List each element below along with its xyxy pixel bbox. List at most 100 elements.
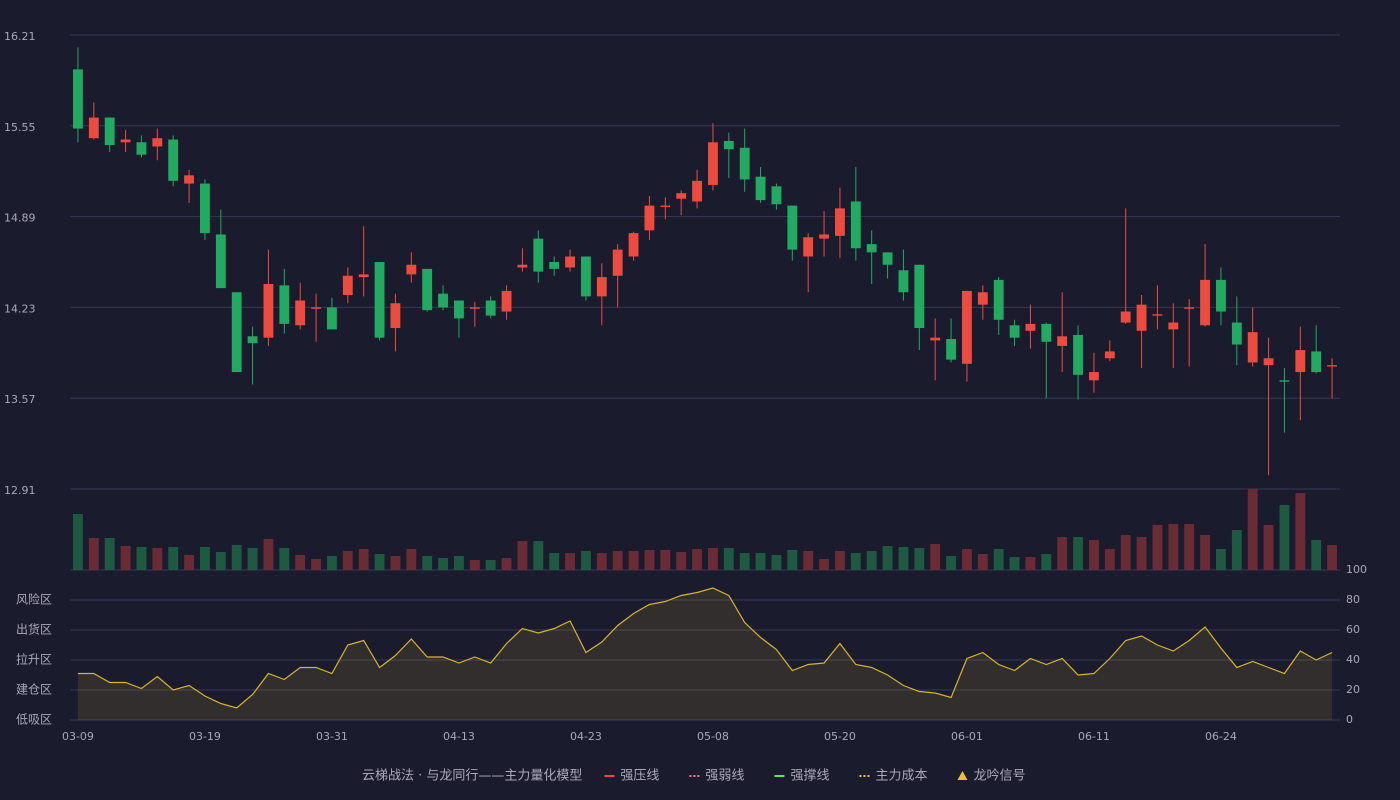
candle-body xyxy=(533,238,544,272)
volume-bar xyxy=(866,551,877,570)
candle-body xyxy=(501,290,512,312)
candle-body xyxy=(390,303,401,329)
candle-body xyxy=(946,339,956,360)
candle-body xyxy=(374,262,385,338)
volume-bar xyxy=(787,550,798,570)
volume-bar xyxy=(898,547,909,570)
x-tick-label: 04-13 xyxy=(443,730,475,743)
volume-bar xyxy=(1279,505,1290,570)
legend: 云梯战法 · 与龙同行——主力量化模型 强压线 强弱线 强撑线 主力成本 龙吟信号 xyxy=(362,768,1025,784)
candle-body xyxy=(549,262,560,269)
candle-body xyxy=(454,300,464,319)
zone-label: 建仓区 xyxy=(16,683,52,697)
volume-bar xyxy=(850,553,861,570)
zone-label: 出货区 xyxy=(16,622,52,637)
x-tick-label: 06-01 xyxy=(951,730,983,743)
candle-body xyxy=(676,193,687,199)
candle-body xyxy=(327,307,337,330)
candle-body xyxy=(1041,323,1052,342)
candle-body xyxy=(835,208,845,236)
volume-bar xyxy=(739,553,750,570)
candle-body xyxy=(882,252,893,265)
candle-body xyxy=(1295,350,1306,373)
volume-bar xyxy=(1009,557,1020,570)
volume-bar xyxy=(1104,549,1115,570)
legend-title: 云梯战法 · 与龙同行——主力量化模型 xyxy=(362,769,582,784)
candle-body xyxy=(263,284,274,338)
y-tick-label: 16.21 xyxy=(4,30,36,43)
candle-body xyxy=(692,180,702,202)
y2-tick-label: 80 xyxy=(1346,593,1360,606)
legend-label: 强弱线 xyxy=(705,769,744,784)
volume-bar xyxy=(73,514,83,570)
candle-body xyxy=(1073,334,1083,375)
y2-tick-label: 100 xyxy=(1346,563,1367,576)
volume-bar xyxy=(200,547,210,570)
candle-body xyxy=(565,256,575,268)
candle-body xyxy=(517,264,528,268)
x-tick-label: 06-24 xyxy=(1205,730,1237,743)
volume-bar xyxy=(1200,535,1210,570)
volume-bar xyxy=(723,548,734,570)
volume-bar xyxy=(517,541,528,570)
volume-bar xyxy=(1327,545,1337,570)
x-tick-label: 05-08 xyxy=(697,730,729,743)
candle-body xyxy=(993,279,1004,320)
volume-bar xyxy=(120,546,131,570)
candle-body xyxy=(755,176,766,201)
volume-bar xyxy=(549,553,560,570)
candle-body xyxy=(739,147,750,180)
x-tick-label: 06-11 xyxy=(1078,730,1110,743)
y2-tick-label: 60 xyxy=(1346,623,1360,636)
candle-body xyxy=(1025,323,1036,331)
volume-bar xyxy=(327,556,337,570)
candle-body xyxy=(1168,322,1179,330)
volume-bar xyxy=(803,551,814,570)
candle-body xyxy=(422,268,433,311)
volume-bar xyxy=(565,553,575,570)
candle-body xyxy=(1263,358,1274,366)
candle-body xyxy=(1089,372,1099,381)
volume-bar xyxy=(1263,525,1274,570)
volume-bar xyxy=(993,549,1004,570)
candle-body xyxy=(1120,311,1131,323)
volume-bar xyxy=(708,548,718,570)
candle-body xyxy=(1136,304,1147,331)
volume-bar xyxy=(628,551,639,570)
candle-body xyxy=(644,205,655,231)
volume-bar xyxy=(914,548,925,570)
volume-bar xyxy=(676,552,687,570)
candle-body xyxy=(88,117,99,139)
volume-bar xyxy=(1089,540,1099,570)
volume-bar xyxy=(1152,525,1163,570)
x-tick-label: 03-19 xyxy=(189,730,221,743)
candle-body xyxy=(581,256,591,297)
candle-body xyxy=(1247,332,1258,363)
legend-icon xyxy=(957,771,968,780)
candle-body xyxy=(866,244,877,253)
legend-label: 龙吟信号 xyxy=(973,768,1025,784)
volume-bar xyxy=(374,554,385,570)
candle-body xyxy=(120,139,131,143)
candle-body xyxy=(279,285,290,324)
legend-label: 强撑线 xyxy=(790,769,829,784)
volume-bar xyxy=(977,554,988,570)
volume-bar xyxy=(469,560,480,570)
volume-bar xyxy=(168,547,179,570)
candle-body xyxy=(1311,351,1322,373)
x-tick-label: 03-09 xyxy=(62,730,94,743)
volume-bar xyxy=(136,547,147,570)
candle-body xyxy=(628,233,639,257)
y2-tick-label: 40 xyxy=(1346,653,1360,666)
candle-body xyxy=(850,201,861,249)
candle-body xyxy=(215,234,226,289)
volume-bar xyxy=(644,550,655,570)
y-tick-label: 14.89 xyxy=(4,212,36,225)
volume-bar xyxy=(422,556,433,570)
volume-bar xyxy=(1295,493,1306,570)
candle-body xyxy=(771,186,782,205)
volume-bar xyxy=(1120,535,1131,570)
volume-bar xyxy=(755,553,766,570)
candle-body xyxy=(1231,322,1242,345)
candle-body xyxy=(898,270,909,293)
